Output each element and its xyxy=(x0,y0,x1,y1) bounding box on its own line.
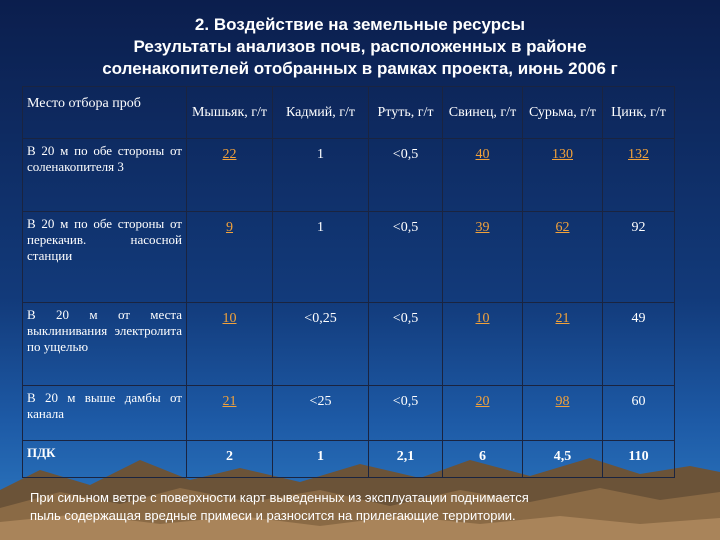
header-zinc: Цинк, г/т xyxy=(602,86,675,139)
table-row: В 20 м по обе стороны от соленакопителя … xyxy=(22,138,675,212)
header-lead: Свинец, г/т xyxy=(442,86,523,139)
row-location: ПДК xyxy=(22,440,187,478)
header-cadmium: Кадмий, г/т xyxy=(272,86,369,139)
cell-value: 1 xyxy=(272,211,369,303)
table-row-limit: ПДК 2 1 2,1 6 4,5 110 xyxy=(22,440,675,478)
cell-value: 49 xyxy=(602,302,675,386)
cell-value: 60 xyxy=(602,385,675,441)
title-line-1: 2. Воздействие на земельные ресурсы xyxy=(194,15,526,34)
cell-value: 2 xyxy=(186,440,273,478)
cell-value: <0,25 xyxy=(272,302,369,386)
header-antimony: Сурьма, г/т xyxy=(522,86,603,139)
footer-note: При сильном ветре с поверхности карт выв… xyxy=(30,489,680,525)
title-line-2: Результаты анализов почв, расположенных … xyxy=(133,37,587,56)
cell-value: 62 xyxy=(522,211,603,303)
cell-value: 4,5 xyxy=(522,440,603,478)
row-location: В 20 м от места выклинивания электролита… xyxy=(22,302,187,386)
cell-value: 9 xyxy=(186,211,273,303)
cell-value: <0,5 xyxy=(368,302,443,386)
row-location: В 20 м выше дамбы от канала xyxy=(22,385,187,441)
footer-line-1: При сильном ветре с поверхности карт выв… xyxy=(30,490,529,505)
cell-value: 1 xyxy=(272,138,369,212)
cell-value: 132 xyxy=(602,138,675,212)
cell-value: 21 xyxy=(522,302,603,386)
cell-value: 20 xyxy=(442,385,523,441)
cell-value: 130 xyxy=(522,138,603,212)
cell-value: 2,1 xyxy=(368,440,443,478)
table-header-row: Место отбора проб Мышьяк, г/т Кадмий, г/… xyxy=(22,86,675,139)
cell-value: <0,5 xyxy=(368,138,443,212)
cell-value: 10 xyxy=(442,302,523,386)
page-title: 2. Воздействие на земельные ресурсы Резу… xyxy=(20,14,700,80)
cell-value: <0,5 xyxy=(368,211,443,303)
cell-value: 110 xyxy=(602,440,675,478)
row-location: В 20 м по обе стороны от соленакопителя … xyxy=(22,138,187,212)
cell-value: 21 xyxy=(186,385,273,441)
cell-value: 40 xyxy=(442,138,523,212)
cell-value: 22 xyxy=(186,138,273,212)
soil-analysis-table: Место отбора проб Мышьяк, г/т Кадмий, г/… xyxy=(22,86,675,478)
header-location: Место отбора проб xyxy=(22,86,187,139)
header-mercury: Ртуть, г/т xyxy=(368,86,443,139)
cell-value: 1 xyxy=(272,440,369,478)
cell-value: 10 xyxy=(186,302,273,386)
table-row: В 20 м по обе стороны от перекачив. насо… xyxy=(22,211,675,303)
header-arsenic: Мышьяк, г/т xyxy=(186,86,273,139)
cell-value: <0,5 xyxy=(368,385,443,441)
footer-line-2: пыль содержащая вредные примеси и разнос… xyxy=(30,508,516,523)
table-row: В 20 м выше дамбы от канала 21 <25 <0,5 … xyxy=(22,385,675,441)
title-line-3: соленакопителей отобранных в рамках прое… xyxy=(102,59,618,78)
cell-value: 39 xyxy=(442,211,523,303)
cell-value: 98 xyxy=(522,385,603,441)
cell-value: 92 xyxy=(602,211,675,303)
cell-value: <25 xyxy=(272,385,369,441)
row-location: В 20 м по обе стороны от перекачив. насо… xyxy=(22,211,187,303)
mountain-background xyxy=(0,458,720,540)
cell-value: 6 xyxy=(442,440,523,478)
table-row: В 20 м от места выклинивания электролита… xyxy=(22,302,675,386)
